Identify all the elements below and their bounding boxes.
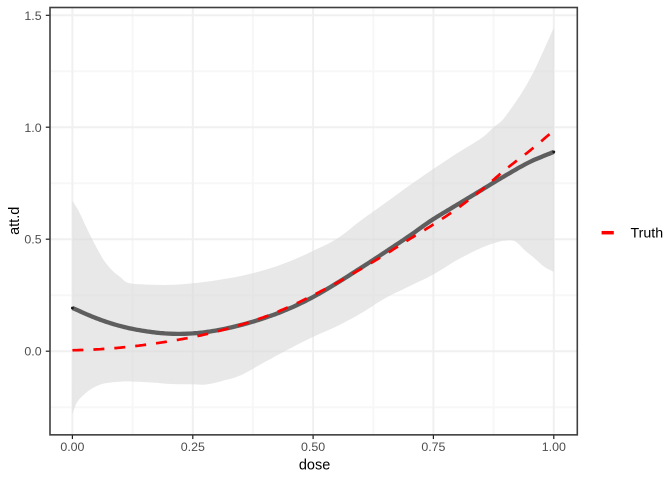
svg-text:att.d: att.d — [7, 207, 23, 235]
svg-text:dose: dose — [299, 458, 330, 474]
svg-text:1.0: 1.0 — [24, 121, 41, 135]
svg-text:0.00: 0.00 — [60, 440, 84, 454]
svg-text:0.25: 0.25 — [181, 440, 205, 454]
svg-text:0.0: 0.0 — [24, 345, 41, 359]
svg-text:0.75: 0.75 — [421, 440, 445, 454]
svg-text:0.50: 0.50 — [301, 440, 325, 454]
svg-text:1.00: 1.00 — [542, 440, 566, 454]
svg-text:Truth: Truth — [631, 225, 664, 241]
svg-text:0.5: 0.5 — [24, 233, 41, 247]
svg-text:1.5: 1.5 — [24, 9, 41, 23]
